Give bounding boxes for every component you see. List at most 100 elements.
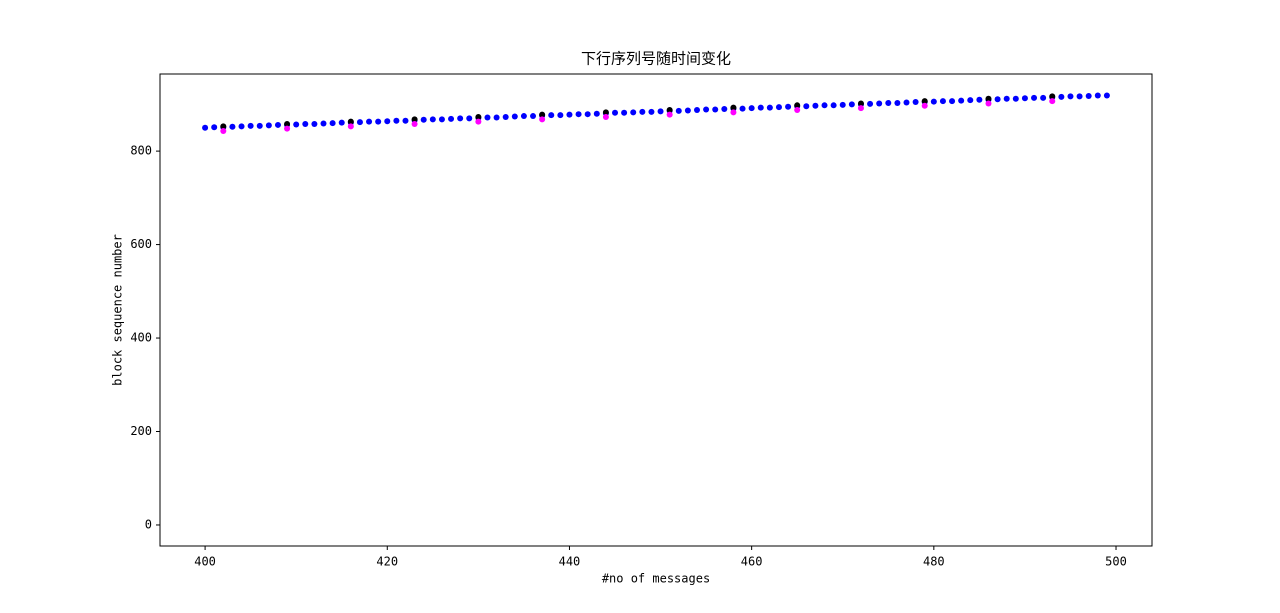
point (347, 123, 354, 130)
point (994, 96, 1001, 103)
point (739, 105, 746, 112)
point (912, 99, 919, 106)
point (730, 104, 737, 111)
point (1094, 92, 1101, 99)
point (894, 99, 901, 106)
point (265, 122, 272, 129)
point (530, 113, 537, 120)
point (293, 121, 300, 128)
point (666, 106, 673, 113)
point (502, 113, 509, 120)
point (939, 98, 946, 105)
point (539, 111, 546, 118)
point (1067, 93, 1074, 100)
point (703, 106, 710, 113)
x-tick-label: 500 (1105, 555, 1127, 569)
point (457, 115, 464, 122)
point (967, 97, 974, 104)
point (202, 124, 209, 131)
point (730, 109, 737, 116)
y-tick-label: 0 (145, 517, 152, 531)
point (748, 105, 755, 112)
point (821, 102, 828, 109)
point (593, 110, 600, 117)
point (657, 108, 664, 115)
point (393, 117, 400, 124)
point (356, 119, 363, 126)
point (976, 96, 983, 103)
point (475, 118, 482, 125)
point (302, 121, 309, 128)
y-axis-label: block sequence number (111, 234, 125, 386)
point (520, 113, 527, 120)
x-tick-label: 440 (559, 555, 581, 569)
point (466, 115, 473, 122)
point (448, 115, 455, 122)
axes-frame (159, 73, 1153, 547)
point (1012, 95, 1019, 102)
point (402, 117, 409, 124)
point (885, 99, 892, 106)
point (1085, 92, 1092, 99)
point (1021, 95, 1028, 102)
point (539, 116, 546, 123)
point (274, 121, 281, 128)
point (639, 108, 646, 115)
point (1076, 93, 1083, 100)
point (329, 120, 336, 127)
point (812, 102, 819, 109)
point (420, 116, 427, 123)
point (666, 111, 673, 118)
point (493, 114, 500, 121)
point (857, 105, 864, 112)
point (757, 104, 764, 111)
point (721, 106, 728, 113)
point (229, 123, 236, 130)
point (930, 98, 937, 105)
point (429, 116, 436, 123)
point (648, 108, 655, 115)
point (794, 102, 801, 109)
point (602, 109, 609, 116)
point (211, 124, 218, 131)
x-tick-label: 460 (741, 555, 763, 569)
point (1058, 93, 1065, 100)
point (566, 111, 573, 118)
point (575, 111, 582, 118)
x-tick-label: 480 (923, 555, 945, 569)
point (384, 118, 391, 125)
point (857, 100, 864, 107)
point (985, 95, 992, 102)
y-tick-label: 600 (130, 237, 152, 251)
point (411, 116, 418, 123)
point (766, 104, 773, 111)
point (366, 118, 373, 125)
y-tick-label: 200 (130, 424, 152, 438)
x-tick-label: 420 (376, 555, 398, 569)
point (612, 109, 619, 116)
point (839, 101, 846, 108)
point (621, 109, 628, 116)
point (630, 109, 637, 116)
point (794, 106, 801, 113)
point (475, 113, 482, 120)
point (548, 112, 555, 119)
point (247, 122, 254, 129)
point (511, 113, 518, 120)
point (1103, 92, 1110, 99)
point (921, 102, 928, 109)
point (876, 100, 883, 107)
point (347, 118, 354, 125)
point (438, 116, 445, 123)
point (557, 112, 564, 119)
point (320, 120, 327, 127)
point (238, 123, 245, 130)
point (1049, 93, 1056, 100)
point (684, 107, 691, 114)
point (921, 98, 928, 105)
point (949, 98, 956, 105)
point (375, 118, 382, 125)
point (220, 123, 227, 130)
